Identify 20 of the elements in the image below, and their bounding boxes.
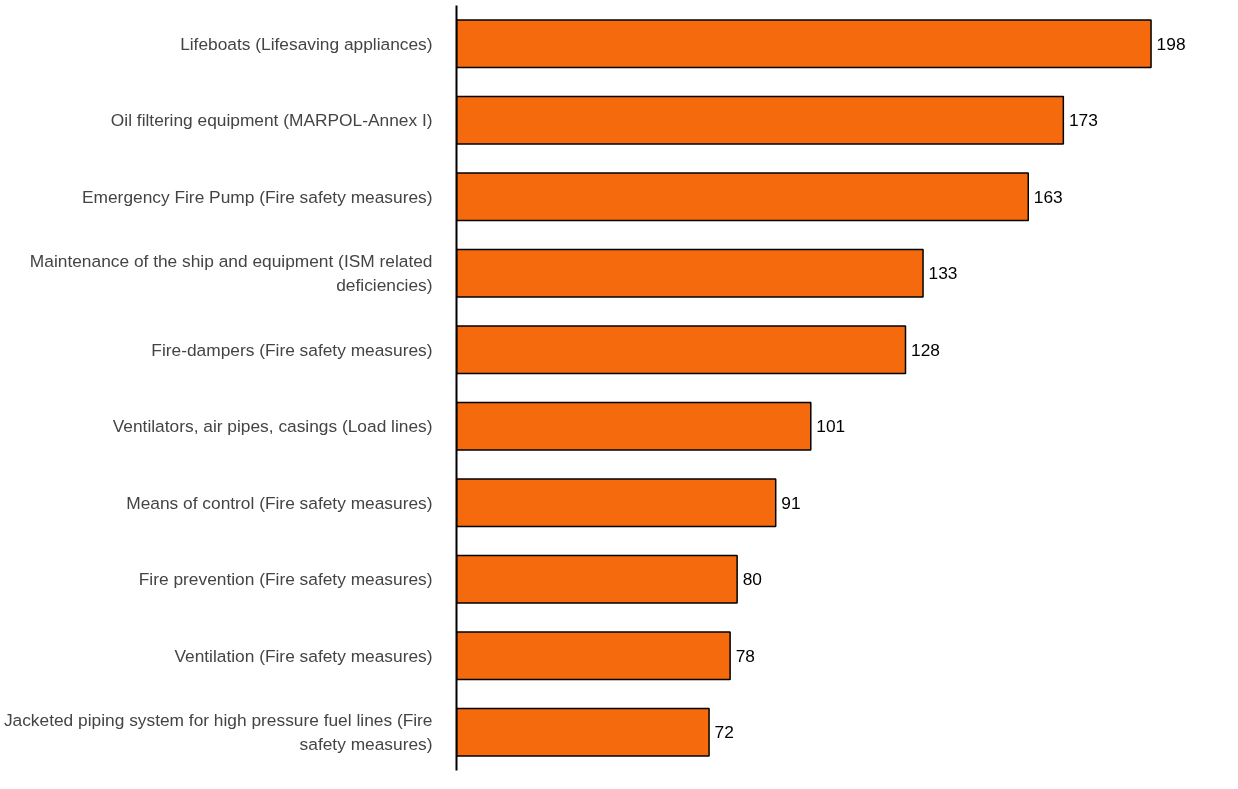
y-tick-label: Ventilators, air pipes, casings (Load lines) <box>112 416 433 437</box>
data-label: 80 <box>742 569 762 590</box>
y-tick-label: Fire-dampers (Fire safety measures) <box>151 339 433 360</box>
y-tick-label: Means of control (Fire safety measures) <box>126 492 433 513</box>
data-label: 78 <box>735 645 755 666</box>
y-tick-label: Jacketed piping system for high pressure fuel lines (Fire safety measures) <box>3 710 433 755</box>
data-label: 128 <box>911 339 940 360</box>
data-label: 163 <box>1033 186 1063 207</box>
y-tick-label: Fire prevention (Fire safety measures) <box>138 569 433 590</box>
y-tick-label: Oil filtering equipment (MARPOL-Annex I) <box>110 110 433 131</box>
y-tick-label: Maintenance of the ship and equipment (ISM related deficiencies) <box>29 251 433 296</box>
data-label: 72 <box>714 722 734 743</box>
data-label: 198 <box>1156 33 1186 54</box>
data-label: 173 <box>1068 110 1098 131</box>
y-tick-label: Emergency Fire Pump (Fire safety measures) <box>81 186 433 207</box>
y-tick-label: Ventilation (Fire safety measures) <box>174 645 433 666</box>
data-label: 101 <box>816 416 846 437</box>
data-label: 133 <box>928 263 958 284</box>
y-tick-label: Lifeboats (Lifesaving appliances) <box>180 33 433 54</box>
data-label: 91 <box>781 492 801 513</box>
